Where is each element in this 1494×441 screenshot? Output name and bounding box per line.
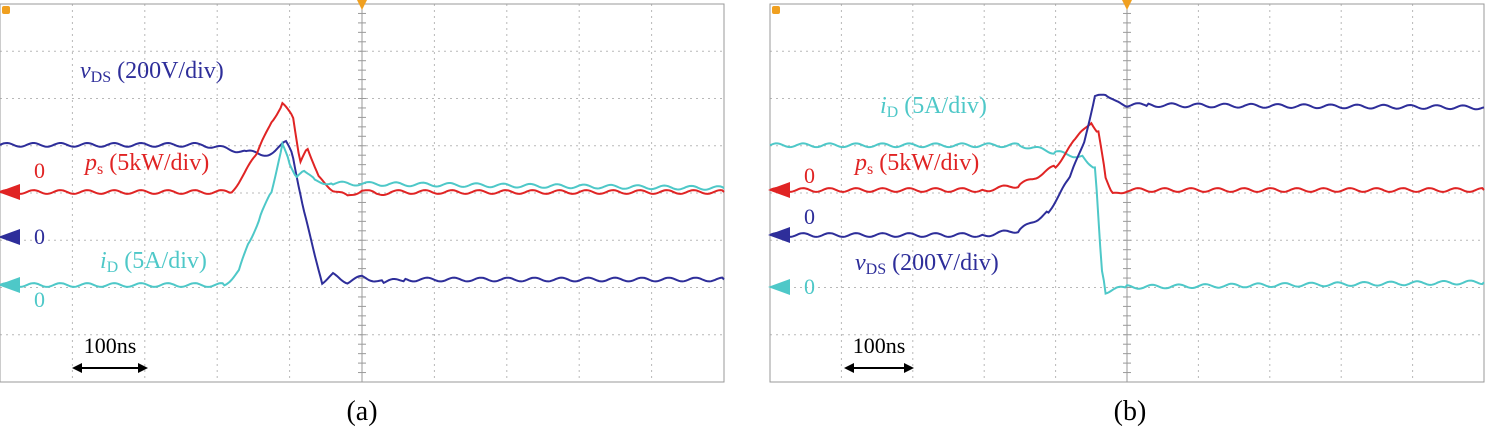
series-label-subscript: DS [866, 261, 886, 278]
series-label-subscript: D [107, 259, 119, 276]
time-scale-label: 100ns [84, 333, 137, 358]
zero-marker-icon [0, 277, 20, 293]
chart-panel-a: vDS (200V/div) 0 ps (5kW/div) 0 iD (5A/div) 0… [0, 0, 740, 441]
series-label: ps (5kW/div) [83, 150, 209, 178]
series-label-symbol: v [855, 250, 866, 276]
series-label-scale: (5A/div) [118, 248, 207, 274]
time-scale-label: 100ns [853, 333, 906, 358]
series-label-symbol: p [853, 150, 867, 176]
oscillogram-a: vDS (200V/div) 0 ps (5kW/div) 0 iD (5A/div) 0… [0, 0, 725, 427]
series-label-scale: (5A/div) [898, 93, 987, 119]
series-label: iD (5A/div) [100, 248, 207, 276]
trace-ps [769, 121, 1485, 195]
arrow-right-icon [904, 363, 914, 373]
zero-marker-icon [0, 184, 20, 200]
zero-label: 0 [34, 224, 45, 249]
trace-iD [769, 142, 1485, 295]
zero-label: 0 [804, 204, 815, 229]
grid [770, 3, 1484, 383]
trace-vDS [769, 93, 1485, 238]
zero-label: 0 [34, 158, 45, 183]
arrow-left-icon [72, 363, 82, 373]
series-label-subscript: s [97, 161, 103, 178]
zero-marker-icon [0, 229, 20, 245]
trigger-arrow-icon [357, 0, 367, 10]
series-label: vDS (200V/div) [80, 58, 224, 86]
series-label-subscript: DS [91, 69, 111, 86]
channel-marker-icon [2, 6, 10, 14]
arrow-right-icon [138, 363, 148, 373]
series-label: ps (5kW/div) [853, 150, 979, 178]
series-label-subscript: D [887, 104, 899, 121]
series-label-symbol: i [880, 93, 887, 119]
zero-marker-icon [768, 182, 790, 198]
series-label-scale: (5kW/div) [873, 150, 979, 176]
series-label-symbol: i [100, 248, 107, 274]
chart-panel-b: iD (5A/div) 0 ps (5kW/div) 0 vDS (200V/div) 0… [760, 0, 1494, 441]
trace-vDS [0, 139, 725, 286]
series-label-symbol: v [80, 58, 91, 84]
series-label-scale: (5kW/div) [103, 150, 209, 176]
zero-marker-icon [768, 279, 790, 295]
series-label-symbol: p [83, 150, 97, 176]
trigger-arrow-icon [1122, 0, 1132, 10]
grid [0, 3, 724, 383]
zero-label: 0 [34, 287, 45, 312]
series-label: iD (5A/div) [880, 93, 987, 121]
trace-ps [0, 101, 725, 197]
zero-label: 0 [804, 274, 815, 299]
series-label-scale: (200V/div) [111, 58, 224, 84]
panel-label: (a) [346, 396, 377, 427]
series-label-scale: (200V/div) [886, 250, 999, 276]
arrow-left-icon [844, 363, 854, 373]
panel-label: (b) [1114, 396, 1147, 427]
zero-marker-icon [768, 227, 790, 243]
zero-label: 0 [804, 163, 815, 188]
channel-marker-icon [772, 6, 780, 14]
series-label-subscript: s [867, 161, 873, 178]
series-label: vDS (200V/div) [855, 250, 999, 278]
oscillogram-b: iD (5A/div) 0 ps (5kW/div) 0 vDS (200V/div) 0… [768, 0, 1485, 427]
trace-iD [0, 140, 725, 288]
